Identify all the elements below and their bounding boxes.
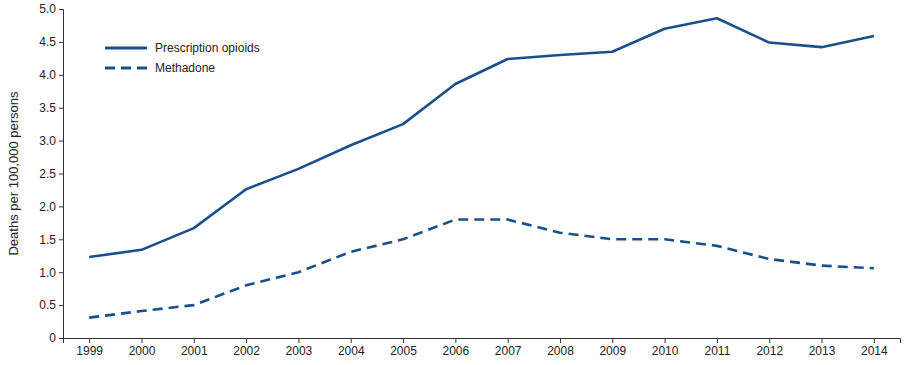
tick: 2013 (809, 338, 836, 358)
series-line (89, 220, 874, 318)
tick-label: 4.5 (39, 35, 56, 49)
tick: 3.0 (39, 134, 63, 148)
tick: 0.5 (39, 298, 63, 312)
tick-label: 2013 (809, 344, 836, 358)
plot: 0 0.5 1.0 1.5 2.0 2.5 3.0 3.5 4.0 4.5 5.0 1999 2000 2… (39, 2, 900, 357)
tick-label: 2004 (338, 344, 365, 358)
tick: 2003 (286, 338, 313, 358)
tick: 2014 (861, 338, 888, 358)
tick-mark (59, 206, 63, 207)
tick-mark (298, 338, 299, 343)
tick-label: 0 (49, 331, 56, 345)
tick-label: 2012 (756, 344, 783, 358)
x-axis: 1999 2000 2001 2002 2003 2004 2005 2006 2007 2008… (64, 338, 901, 358)
tick-label: 4.0 (39, 68, 56, 82)
tick: 2004 (338, 338, 365, 358)
tick: 2006 (442, 338, 469, 358)
legend-swatch (105, 67, 147, 70)
tick-label: 1.0 (39, 266, 56, 280)
tick-mark (822, 338, 823, 343)
tick: 4.5 (39, 35, 63, 49)
tick-mark (59, 75, 63, 76)
legend-label: Methadone (155, 61, 215, 75)
chart: 0 0.5 1.0 1.5 2.0 2.5 3.0 3.5 4.0 4.5 5.0 1999 2000 2… (0, 0, 911, 365)
tick-mark (89, 338, 90, 343)
tick: 1999 (76, 338, 103, 358)
tick-mark (59, 338, 63, 339)
tick: 1.0 (39, 266, 63, 280)
y-axis: 0 0.5 1.0 1.5 2.0 2.5 3.0 3.5 4.0 4.5 5.0 (39, 2, 63, 345)
tick-mark (59, 272, 63, 273)
tick: 2010 (652, 338, 679, 358)
tick-label: 0.5 (39, 298, 56, 312)
tick-mark (351, 338, 352, 343)
tick: 2012 (756, 338, 783, 358)
tick-mark (141, 338, 142, 343)
tick: 2.0 (39, 200, 63, 214)
tick-label: 2005 (390, 344, 417, 358)
tick-mark (246, 338, 247, 343)
tick: 5.0 (39, 2, 63, 16)
tick-label: 2003 (286, 344, 313, 358)
tick: 2000 (129, 338, 156, 358)
tick-mark (455, 338, 456, 343)
legend-label: Prescription opioids (155, 41, 260, 55)
tick: 4.0 (39, 68, 63, 82)
tick-label: 2009 (599, 344, 626, 358)
tick-mark (59, 108, 63, 109)
tick-mark (560, 338, 561, 343)
tick: 3.5 (39, 101, 63, 115)
tick-mark (612, 338, 613, 343)
y-axis-title: Deaths per 100,000 persons (6, 91, 21, 256)
tick-label: 2002 (233, 344, 260, 358)
tick-label: 1.5 (39, 233, 56, 247)
tick-mark (59, 174, 63, 175)
axis-line (64, 339, 901, 344)
tick: 2007 (495, 338, 522, 358)
tick-mark (874, 338, 875, 343)
legend-item: Methadone (105, 61, 215, 75)
tick-mark (403, 338, 404, 343)
tick: 2001 (181, 338, 208, 358)
legend-swatch (105, 47, 147, 50)
tick-label: 2001 (181, 344, 208, 358)
legend: Prescription opioids Methadone (105, 41, 260, 75)
tick-label: 2006 (442, 344, 469, 358)
tick: 1.5 (39, 233, 63, 247)
tick-mark (508, 338, 509, 343)
lines (89, 18, 874, 317)
tick-mark (769, 338, 770, 343)
legend-item: Prescription opioids (105, 41, 260, 55)
tick-label: 3.5 (39, 101, 56, 115)
tick: 2011 (705, 338, 731, 358)
tick-mark (59, 141, 63, 142)
tick-mark (665, 338, 666, 343)
tick: 2009 (599, 338, 626, 358)
tick-label: 3.0 (39, 134, 56, 148)
tick: 2005 (390, 338, 417, 358)
tick-mark (59, 9, 63, 10)
tick: 2002 (233, 338, 260, 358)
tick-label: 1999 (76, 344, 103, 358)
tick-label: 2007 (495, 344, 522, 358)
tick-mark (194, 338, 195, 343)
tick-label: 2011 (705, 344, 731, 358)
tick-label: 2.5 (39, 167, 56, 181)
tick-mark (59, 239, 63, 240)
tick-mark (59, 42, 63, 43)
axis-line (59, 10, 64, 339)
series-line (89, 18, 874, 257)
tick-mark (59, 305, 63, 306)
tick-label: 5.0 (39, 2, 56, 16)
tick: 2.5 (39, 167, 63, 181)
tick-label: 2014 (861, 344, 888, 358)
tick: 0 (49, 331, 63, 345)
tick-label: 2008 (547, 344, 574, 358)
tick-label: 2.0 (39, 200, 56, 214)
tick-label: 2000 (129, 344, 156, 358)
tick-mark (717, 338, 718, 343)
tick-label: 2010 (652, 344, 679, 358)
tick: 2008 (547, 338, 574, 358)
